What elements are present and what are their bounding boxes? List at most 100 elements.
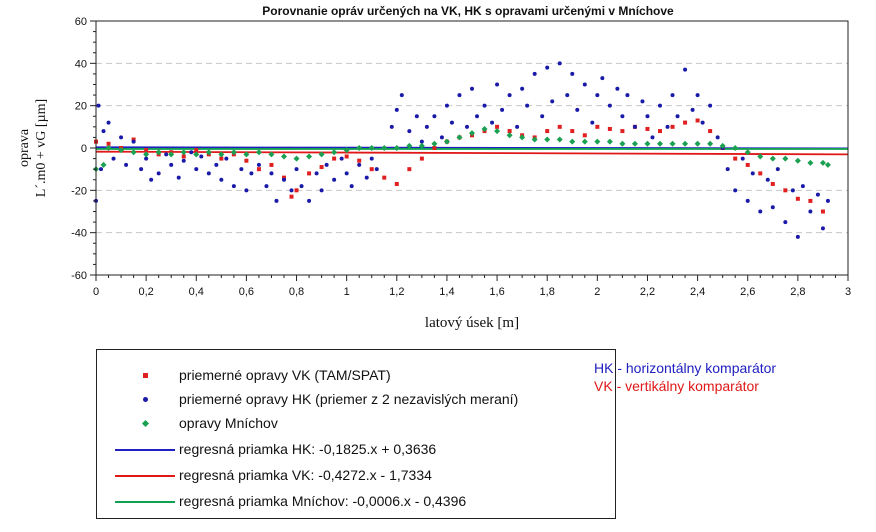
y-tick-label: 40 (75, 58, 87, 70)
hk-point (500, 107, 505, 112)
hk-point (111, 156, 116, 161)
vk-point (282, 175, 286, 180)
hk-point (169, 162, 174, 167)
hk-point (658, 103, 662, 108)
mnichov-point (406, 142, 413, 149)
hk-point (294, 167, 299, 172)
hk-point (219, 177, 224, 182)
legend-label: priemerné opravy VK (TAM/SPAT) (179, 367, 391, 383)
mnichov-point (331, 149, 338, 156)
hk-point (449, 120, 454, 125)
hk-point (740, 156, 745, 161)
hk-point (625, 93, 630, 98)
mnichov-point (519, 134, 526, 141)
vk-point (770, 181, 775, 186)
mnichov-point (481, 125, 488, 132)
hk-point (249, 171, 254, 176)
vk-point (758, 171, 763, 176)
annotation-vk: VK - vertikálny komparátor (594, 378, 759, 394)
vk-point (570, 129, 575, 134)
legend-symbol-line (115, 438, 175, 462)
vk-point (607, 126, 612, 131)
mnichov-point (769, 155, 776, 162)
vk-point (256, 167, 261, 172)
vk-point (289, 194, 294, 199)
vk-point (382, 175, 387, 180)
mnichov-point (318, 151, 325, 158)
x-tick-label: 1 (344, 286, 350, 298)
hk-point (825, 198, 830, 203)
hk-point (800, 184, 805, 189)
hk-point (307, 198, 312, 203)
hk-point (156, 171, 161, 176)
legend-symbol-diamond (115, 412, 175, 436)
x-tick-label: 0,6 (239, 286, 254, 298)
mnichov-point (268, 151, 275, 158)
vk-point (733, 156, 738, 161)
y-tick-label: -40 (71, 228, 87, 240)
hk-point (119, 135, 124, 140)
vk-point (219, 156, 224, 161)
vk-point (745, 162, 750, 167)
vk-point (695, 118, 700, 123)
mnichov-point (306, 153, 313, 160)
vk-point (820, 209, 825, 214)
hk-point (464, 124, 469, 129)
hk-point (475, 114, 480, 119)
hk-point (256, 162, 261, 167)
vk-point (307, 171, 312, 176)
mnichov-point (255, 149, 262, 156)
mnichov-point (469, 130, 475, 137)
vk-point (708, 129, 713, 134)
hk-point (239, 167, 244, 172)
vk-point (181, 154, 186, 159)
mnichov-point (824, 161, 831, 168)
mnichov-point (356, 145, 363, 151)
legend-label: regresná priamka HK: -0,1825.x + 0,3636 (179, 441, 437, 457)
hk-point (490, 120, 495, 125)
y-tick-label: 20 (75, 101, 87, 113)
mnichov-point (168, 151, 175, 158)
x-tick-label: 3 (845, 286, 851, 298)
hk-point (520, 86, 525, 91)
mnichov-point (556, 136, 563, 143)
x-axis-ticks: 0 0,2 0,4 0,6 0,8 1 1,2 1,4 1,6 1,8 2 2,2 2,4 2,6 2,8 3 (93, 275, 851, 298)
hk-point (590, 120, 595, 125)
hk-point (224, 156, 229, 161)
hk-point (470, 86, 474, 91)
hk-point (419, 139, 424, 144)
legend-symbol-circle (115, 388, 175, 412)
hk-point (607, 103, 612, 108)
legend-label: regresná priamka Mníchov: -0,0006.x - 0,… (179, 493, 467, 509)
hk-point (424, 124, 429, 129)
mnichov-point (143, 151, 150, 158)
legend-item-mnichov-line: regresná priamka Mníchov: -0,0006.x - 0,… (97, 490, 617, 514)
hk-point (733, 188, 738, 193)
hk-point (357, 162, 362, 167)
hk-point (758, 209, 763, 214)
x-tick-label: 0 (93, 286, 99, 298)
mnichov-point (418, 142, 425, 149)
hk-point (264, 184, 269, 189)
hk-point (432, 114, 437, 119)
legend-label: regresná priamka VK: -0,4272.x - 1,7334 (179, 467, 432, 483)
hk-point (550, 99, 555, 104)
mnichov-point (606, 138, 613, 145)
hk-point (775, 167, 780, 172)
mnichov-point (569, 138, 576, 145)
x-tick-label: 2 (594, 286, 600, 298)
vk-point (344, 154, 349, 159)
vk-point (658, 129, 662, 134)
hk-point (139, 167, 144, 172)
x-tick-label: 0,4 (189, 286, 204, 298)
y-axis-label-line2: L´.m0 + vG [µm] (34, 99, 49, 197)
y-tick-label: 60 (75, 16, 87, 28)
hk-point (532, 71, 537, 76)
x-tick-label: 0,2 (138, 286, 153, 298)
vk-point (595, 124, 600, 129)
vk-point (783, 188, 788, 193)
hk-point (144, 156, 149, 161)
y-axis-label-line1: oprava (17, 128, 32, 167)
hk-point (525, 103, 530, 108)
legend-symbol-line (115, 490, 175, 514)
